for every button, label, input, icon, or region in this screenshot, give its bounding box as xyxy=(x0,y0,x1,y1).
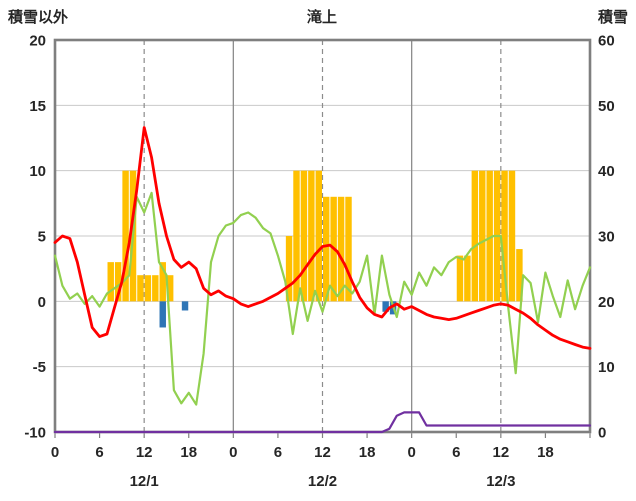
blue-bar xyxy=(181,301,189,311)
x-axis-hour-label: 12 xyxy=(136,444,153,461)
x-axis-hour-label: 12 xyxy=(492,444,509,461)
orange-bar xyxy=(107,262,114,302)
left-axis-tick-label: 20 xyxy=(29,33,46,50)
x-axis-hour-label: 18 xyxy=(359,444,376,461)
orange-bar xyxy=(137,275,144,302)
right-axis-title: 積雪 xyxy=(597,9,628,26)
x-axis-hour-label: 0 xyxy=(229,444,237,461)
blue-bar xyxy=(382,301,389,312)
right-axis-tick-label: 50 xyxy=(598,98,615,115)
x-axis-hour-label: 6 xyxy=(452,444,460,461)
x-axis-hour-label: 18 xyxy=(180,444,197,461)
orange-bar xyxy=(122,170,129,302)
right-axis-tick-label: 40 xyxy=(598,163,615,180)
orange-bar xyxy=(323,196,330,302)
orange-bar xyxy=(501,170,508,302)
orange-bar xyxy=(486,170,493,302)
x-axis-hour-label: 6 xyxy=(95,444,103,461)
orange-bar xyxy=(300,170,308,302)
orange-bar xyxy=(152,275,159,302)
orange-bar xyxy=(516,249,523,302)
x-axis-hour-label: 18 xyxy=(537,444,554,461)
x-axis-hour-label: 0 xyxy=(407,444,415,461)
right-axis-tick-label: 30 xyxy=(598,229,615,246)
orange-bar xyxy=(308,170,315,302)
x-axis-hour-label: 0 xyxy=(51,444,59,461)
orange-bar xyxy=(166,275,174,302)
left-axis-tick-label: 10 xyxy=(29,163,46,180)
left-axis-tick-label: 15 xyxy=(29,98,46,115)
date-label: 12/1 xyxy=(130,473,159,490)
orange-bar xyxy=(114,262,122,302)
right-axis-tick-label: 60 xyxy=(598,33,615,50)
x-axis-hour-label: 6 xyxy=(274,444,282,461)
left-axis-tick-label: -10 xyxy=(24,425,46,442)
orange-bar xyxy=(315,170,322,302)
orange-bar xyxy=(285,236,293,302)
left-axis-tick-label: 5 xyxy=(38,229,46,246)
date-label: 12/3 xyxy=(486,473,515,490)
orange-bar xyxy=(508,170,516,302)
date-label: 12/2 xyxy=(308,473,337,490)
left-axis-tick-label: -5 xyxy=(33,359,46,376)
blue-bar xyxy=(159,301,166,328)
purple-line xyxy=(53,411,592,434)
green-line xyxy=(53,191,592,406)
red-line xyxy=(53,126,592,350)
orange-bar xyxy=(345,196,352,302)
orange-bar xyxy=(471,170,479,302)
left-axis-title: 積雪以外 xyxy=(8,9,69,26)
orange-bar xyxy=(479,170,486,302)
left-axis-tick-label: 0 xyxy=(38,294,46,311)
chart-title: 滝上 xyxy=(306,9,338,26)
orange-bar xyxy=(464,255,471,302)
orange-bar xyxy=(456,255,464,302)
x-axis-hour-label: 12 xyxy=(314,444,331,461)
orange-bar xyxy=(293,170,300,302)
right-axis-tick-label: 20 xyxy=(598,294,615,311)
orange-bar xyxy=(337,196,345,302)
right-axis-tick-label: 10 xyxy=(598,359,615,376)
right-axis-tick-label: 0 xyxy=(598,425,606,442)
orange-bar xyxy=(144,275,152,302)
orange-bar xyxy=(159,262,166,302)
